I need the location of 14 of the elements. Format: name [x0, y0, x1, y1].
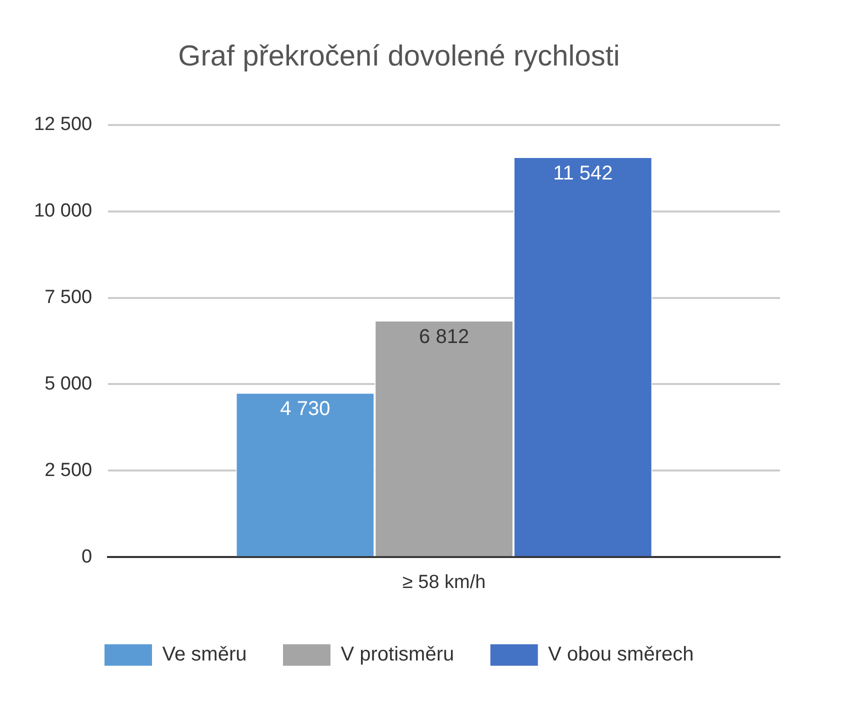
legend-label: Ve směru: [162, 644, 247, 666]
data-label: 4 730: [280, 398, 330, 420]
legend-label: V protisměru: [340, 644, 454, 666]
y-tick-label: 5 000: [44, 373, 92, 394]
data-label: 11 542: [553, 162, 613, 184]
y-tick-label: 7 500: [44, 286, 92, 308]
y-tick-label: 0: [82, 546, 92, 568]
y-tick-label: 10 000: [34, 200, 92, 222]
data-label: 6 812: [419, 326, 470, 348]
x-tick-label: ≥ 58 km/h: [402, 572, 486, 593]
y-tick-label: 2 500: [44, 460, 92, 481]
y-tick-label: 12 500: [34, 114, 92, 136]
chart-title: Graf překročení dovolené rychlosti: [178, 40, 620, 72]
legend-label: V obou směrech: [548, 644, 694, 666]
